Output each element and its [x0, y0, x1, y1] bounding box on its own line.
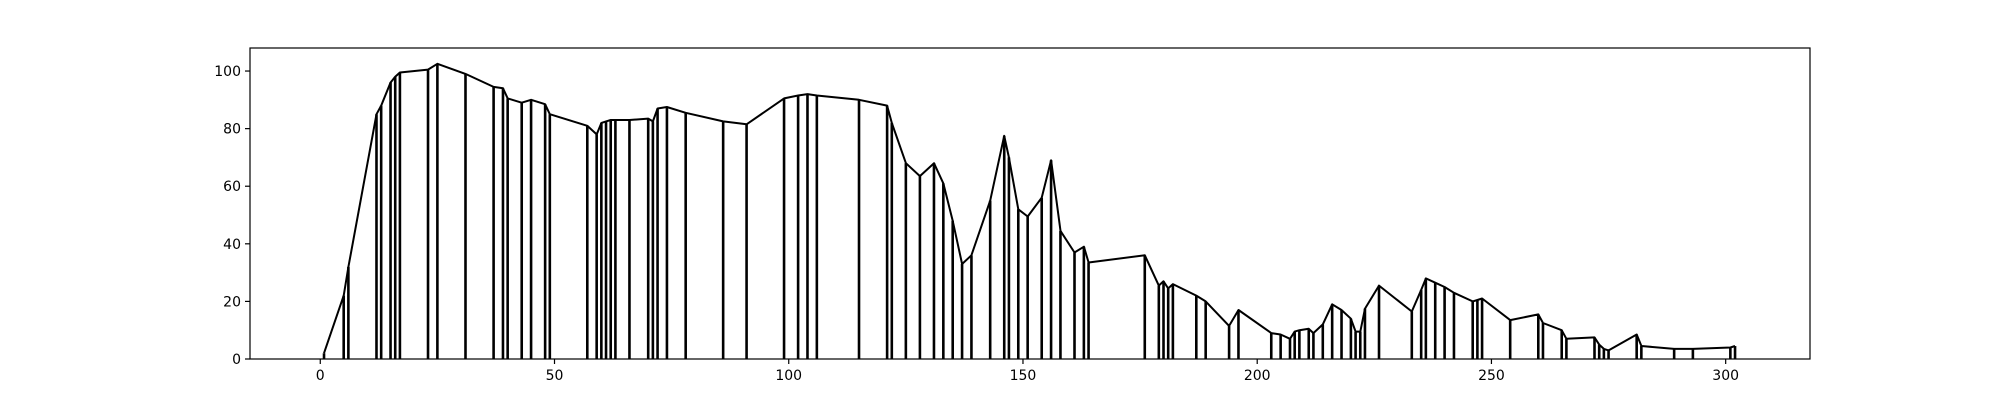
x-tick-label: 100: [775, 368, 802, 384]
plot-frame: [249, 47, 1811, 360]
axes: 0 50 100 150 200 250 300 0 20 40 60 80 100: [214, 64, 1739, 384]
data-marks: [322, 62, 1737, 359]
series-line: [323, 62, 1736, 354]
x-tick-label: 300: [1712, 368, 1739, 384]
y-tick-label: 20: [223, 294, 241, 310]
y-tick-label: 0: [232, 352, 241, 368]
y-tick-label: 60: [223, 179, 241, 195]
y-tick-label: 100: [214, 64, 241, 80]
x-tick-label: 50: [546, 368, 564, 384]
x-tick-label: 0: [316, 368, 325, 384]
y-tick-label: 40: [223, 237, 241, 253]
y-tick-label: 80: [223, 122, 241, 138]
x-tick-label: 200: [1244, 368, 1271, 384]
x-tick-label: 250: [1478, 368, 1505, 384]
x-tick-label: 150: [1010, 368, 1037, 384]
